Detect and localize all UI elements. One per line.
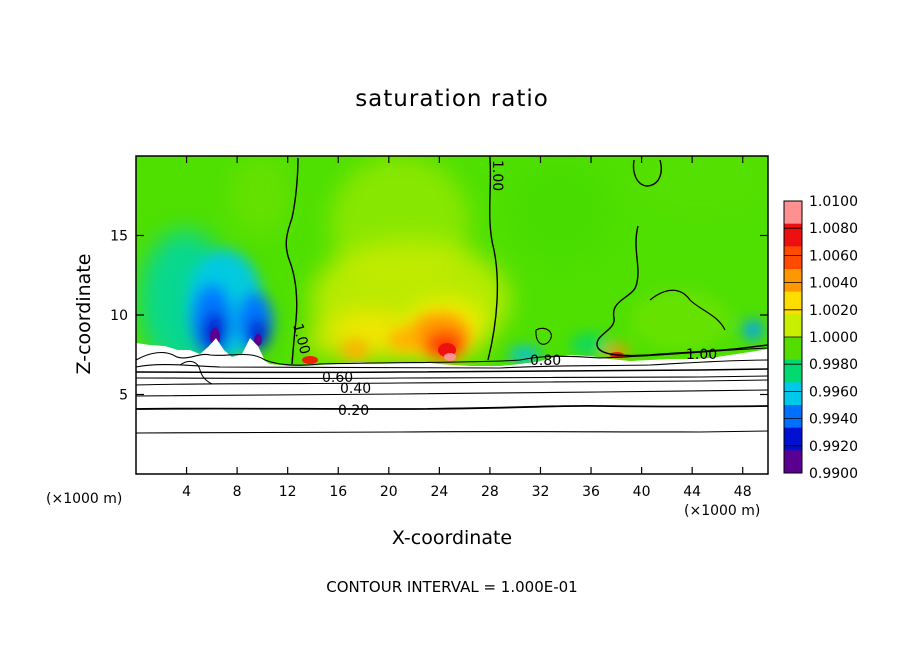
colorbar-label: 1.0100: [809, 194, 858, 210]
colorbar-label: 0.9920: [809, 439, 858, 455]
x-axis-label: X-coordinate: [391, 527, 513, 549]
x-units-right: (×1000 m): [684, 503, 761, 519]
colorbar-label: 0.9900: [809, 466, 858, 482]
x-axis: 4 8 12 16 20 24 28 32 36 40 44 48: [182, 156, 752, 500]
y-tick-label: 10: [110, 308, 128, 324]
colorbar-swatch: [784, 223, 802, 247]
saturation-field: [136, 156, 768, 366]
x-tick-label: 4: [182, 484, 191, 500]
colorbar-label: 1.0020: [809, 303, 858, 319]
colorbar-swatch: [784, 314, 802, 338]
x-tick-label: 28: [481, 484, 499, 500]
y-tick-label: 5: [119, 388, 128, 404]
contour-interval-note: CONTOUR INTERVAL = 1.000E-01: [326, 578, 578, 596]
y-axis-label: Z-coordinate: [73, 253, 95, 375]
colorbar-label: 0.9940: [809, 412, 858, 428]
colorbar-label: 0.9960: [809, 384, 858, 400]
x-tick-label: 40: [633, 484, 651, 500]
x-tick-label: 16: [329, 484, 347, 500]
colorbar-swatch: [784, 382, 802, 406]
colorbar-swatch: [784, 291, 802, 315]
contour-label: 0.80: [530, 353, 561, 369]
contour-label: 1.00: [489, 160, 505, 191]
x-tick-label: 12: [279, 484, 297, 500]
colorbar-label: 1.0040: [809, 276, 858, 292]
x-units-left: (×1000 m): [46, 491, 123, 507]
chart-title: saturation ratio: [355, 86, 549, 112]
x-tick-label: 48: [734, 484, 752, 500]
x-tick-label: 32: [532, 484, 550, 500]
colorbar-swatch: [784, 269, 802, 293]
x-tick-label: 8: [233, 484, 242, 500]
colorbar-swatch: [784, 337, 802, 361]
contour-label: 0.40: [340, 381, 371, 397]
x-tick-label: 44: [683, 484, 701, 500]
colorbar-label: 1.0000: [809, 330, 858, 346]
colorbar-swatch: [784, 359, 802, 383]
colorbar-label: 0.9980: [809, 357, 858, 373]
contour-label: 1.00: [289, 322, 313, 356]
y-axis: 5 10 15: [110, 229, 768, 404]
x-tick-label: 24: [430, 484, 448, 500]
colorbar-swatch: [784, 405, 802, 429]
colorbar: 1.0100 1.0080 1.0060 1.0040 1.0020 1.0000 0.99…: [783, 194, 858, 482]
colorbar-swatch: [784, 450, 802, 474]
contour-labels: 1.00 1.00 1.00 0.60 0.40 0.20 0.80: [289, 160, 717, 419]
colorbar-swatch: [784, 427, 802, 451]
colorbar-swatch: [784, 246, 802, 270]
contour-label: 0.20: [338, 403, 369, 419]
colorbar-label: 1.0060: [809, 248, 858, 264]
x-tick-label: 20: [380, 484, 398, 500]
colorbar-swatch: [784, 201, 802, 225]
contour-label: 1.00: [686, 347, 717, 363]
contour-lines: [136, 157, 768, 434]
colorbar-label: 1.0080: [809, 221, 858, 237]
x-tick-label: 36: [582, 484, 600, 500]
contour-label: 0.60: [322, 370, 353, 386]
y-tick-label: 15: [110, 229, 128, 245]
